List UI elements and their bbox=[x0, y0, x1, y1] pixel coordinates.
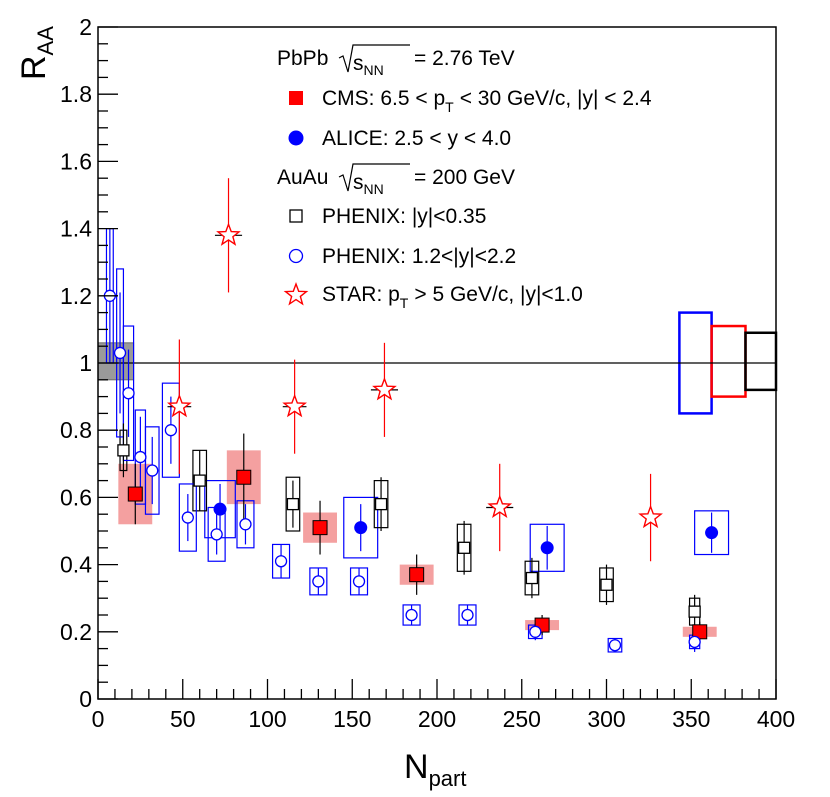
legend-phenix-fwd-label: PHENIX: 1.2<|y|<2.2 bbox=[322, 245, 516, 268]
legend-header-auau: AuAu sNN = 200 GeV bbox=[277, 163, 515, 197]
y-tick-label: 0 bbox=[79, 686, 92, 712]
alice-point bbox=[354, 521, 368, 535]
alice-point bbox=[540, 541, 554, 555]
systematic-box bbox=[236, 500, 255, 549]
y-tick-label: 1 bbox=[79, 350, 92, 376]
phenix-fwd-point bbox=[164, 424, 178, 437]
legend-star-label: STAR: pT > 5 GeV/c, |y|<1.0 bbox=[322, 283, 583, 311]
phenix-fwd-point bbox=[239, 518, 252, 531]
legend-star-shape bbox=[283, 281, 309, 306]
legend-pbpb-energy: = 2.76 TeV bbox=[414, 47, 515, 70]
axis-tick-labels: 0 50 100 150 200 250 300 350 400 0 0.2 0.4 0.6 0.8 1 1.… bbox=[60, 14, 795, 732]
legend: PbPb sNN = 2.76 TeV CMS: 6.5 < pT < 30 Ge… bbox=[277, 44, 652, 311]
phenix-fwd-point bbox=[461, 608, 474, 622]
legend-auau-label: AuAu bbox=[277, 166, 328, 189]
y-tick-label: 0.6 bbox=[60, 484, 92, 510]
star-point bbox=[282, 393, 307, 418]
legend-cms-marker bbox=[289, 91, 303, 105]
phenix-mid-point bbox=[600, 578, 613, 591]
svg-text:sNN: sNN bbox=[353, 171, 384, 197]
legend-phenix-fwd-marker bbox=[288, 248, 304, 264]
y-axis-title: RAA bbox=[15, 26, 58, 80]
x-tick-label: 350 bbox=[672, 706, 710, 732]
x-tick-label: 200 bbox=[418, 706, 456, 732]
star-point bbox=[372, 376, 397, 401]
cms-point bbox=[312, 520, 328, 536]
y-tick-label: 1.6 bbox=[60, 148, 92, 174]
star-point bbox=[638, 504, 663, 529]
phenix-mid-point bbox=[286, 497, 300, 511]
x-tick-label: 0 bbox=[92, 706, 105, 732]
cms-point bbox=[127, 486, 143, 502]
y-tick-label: 2 bbox=[79, 14, 92, 40]
phenix-mid-point bbox=[525, 571, 539, 585]
systematic-box bbox=[529, 523, 565, 572]
phenix-fwd-point bbox=[146, 464, 159, 477]
legend-alice-marker bbox=[288, 130, 304, 146]
phenix-mid-point bbox=[193, 474, 206, 487]
legend-star-marker bbox=[283, 281, 309, 306]
systematic-box bbox=[285, 476, 301, 532]
star-point bbox=[216, 222, 241, 246]
cms-point bbox=[236, 469, 252, 485]
phenix-mid-point bbox=[117, 444, 130, 457]
phenix-fwd-point bbox=[352, 575, 366, 588]
x-tick-label: 250 bbox=[503, 706, 541, 732]
phenix-fwd-point bbox=[688, 635, 701, 649]
phenix-fwd-point bbox=[210, 528, 223, 541]
phenix-fwd-point bbox=[529, 625, 542, 638]
phenix-fwd-point bbox=[134, 450, 147, 464]
x-tick-label: 150 bbox=[333, 706, 371, 732]
legend-cms-label: CMS: 6.5 < pT < 30 GeV/c, |y| < 2.4 bbox=[322, 87, 652, 115]
x-tick-label: 100 bbox=[248, 706, 286, 732]
phenix-mid-point bbox=[457, 541, 471, 554]
legend-auau-energy: = 200 GeV bbox=[414, 166, 515, 189]
phenix-fwd-point bbox=[122, 387, 135, 400]
sqrt-symbol bbox=[338, 163, 410, 192]
legend-pbpb-label: PbPb bbox=[277, 47, 328, 70]
systematic-box bbox=[178, 483, 197, 552]
systematic-box bbox=[694, 510, 730, 556]
alice-point bbox=[705, 526, 719, 540]
phenix-fwd-point bbox=[405, 608, 418, 622]
phenix-fwd-point bbox=[312, 575, 325, 588]
phenix-mid-point bbox=[688, 605, 701, 618]
sqrt-symbol bbox=[338, 44, 410, 73]
alice-point bbox=[213, 502, 227, 516]
y-tick-label: 1.8 bbox=[60, 81, 92, 107]
phenix-fwd-point bbox=[608, 639, 622, 652]
systematic-box bbox=[144, 426, 160, 515]
legend-phenix-mid-label: PHENIX: |y|<0.35 bbox=[322, 205, 486, 228]
x-tick-label: 50 bbox=[170, 706, 196, 732]
x-tick-label: 300 bbox=[587, 706, 625, 732]
phenix-fwd-point bbox=[274, 555, 288, 568]
legend-header-pbpb: PbPb sNN = 2.76 TeV bbox=[277, 44, 515, 78]
y-tick-label: 1.4 bbox=[60, 216, 92, 242]
svg-text:sNN: sNN bbox=[353, 52, 384, 78]
cms-point bbox=[409, 567, 425, 583]
x-axis-title: Npart bbox=[404, 748, 466, 791]
x-tick-label: 400 bbox=[757, 706, 795, 732]
phenix-fwd-point bbox=[113, 346, 127, 360]
phenix-fwd-point bbox=[181, 511, 194, 524]
star-point bbox=[166, 393, 192, 418]
star-point bbox=[487, 494, 513, 519]
axis-ticks bbox=[97, 26, 777, 700]
legend-phenix-mid-marker bbox=[289, 209, 303, 223]
y-tick-label: 1.2 bbox=[60, 283, 92, 309]
legend-alice-label: ALICE: 2.5 < y < 4.0 bbox=[322, 127, 511, 150]
y-tick-label: 0.8 bbox=[60, 417, 92, 443]
y-tick-label: 0.2 bbox=[60, 619, 92, 645]
y-tick-label: 0.4 bbox=[60, 552, 92, 578]
phenix-mid-point bbox=[374, 497, 388, 511]
